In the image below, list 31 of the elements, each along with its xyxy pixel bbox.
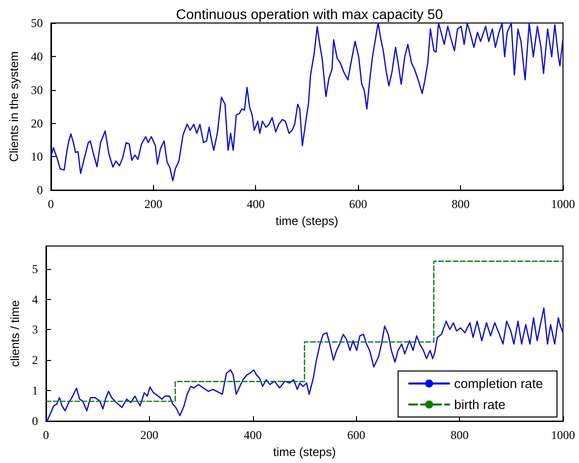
y-tick-label: 0: [36, 183, 43, 198]
y-tick-label: 50: [30, 16, 43, 30]
y-tick-label: 30: [30, 82, 43, 97]
x-axis-title: time (steps): [273, 445, 336, 459]
y-axis-title: clients / time: [8, 300, 22, 367]
x-axis-title: time (steps): [276, 214, 338, 228]
y-tick-label: 4: [32, 292, 38, 306]
x-tick-label: 400: [246, 197, 265, 212]
x-tick-label: 400: [244, 428, 262, 442]
y-tick-label: 0: [32, 414, 38, 428]
y-tick-label: 10: [30, 150, 43, 164]
y-axis-title: Clients in the system: [7, 51, 21, 162]
x-tick-label: 0: [48, 197, 54, 212]
y-tick-label: 3: [32, 322, 38, 337]
x-tick-label: 600: [349, 197, 368, 212]
x-tick-label: 600: [347, 428, 366, 442]
legend-label: birth rate: [454, 397, 506, 412]
x-tick-label: 200: [144, 197, 162, 212]
y-tick-label: 40: [30, 49, 43, 64]
line-series: [50, 22, 564, 182]
y-tick-label: 20: [30, 116, 43, 130]
x-tick-label: 800: [450, 428, 469, 442]
y-tick-label: 5: [32, 262, 38, 276]
x-tick-label: 1000: [551, 197, 575, 212]
chart-title: Continuous operation with max capacity 50: [176, 6, 444, 22]
x-tick-label: 800: [452, 197, 470, 212]
y-tick-label: 2: [32, 353, 38, 368]
x-tick-label: 1000: [551, 428, 575, 442]
legend-label: completion rate: [454, 376, 544, 391]
x-tick-label: 200: [140, 428, 158, 442]
y-tick-label: 1: [32, 384, 38, 398]
